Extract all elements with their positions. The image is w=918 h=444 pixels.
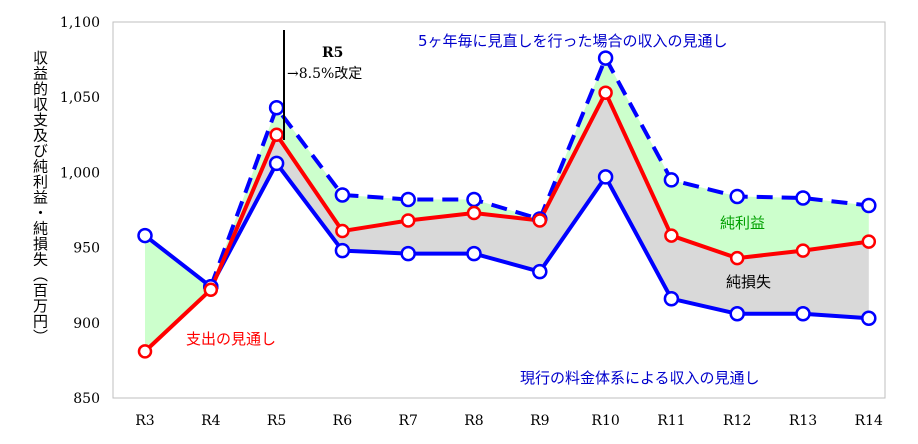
area-fills xyxy=(145,58,869,352)
loss-area-label: 純損失 xyxy=(726,273,771,291)
annotations: R5 →8.5%改定 5ヶ年毎に見直しを行った場合の収入の見通し 現行の料金体系… xyxy=(186,30,771,387)
profit-area-label: 純利益 xyxy=(720,214,765,232)
y-tick-label: 1,100 xyxy=(60,15,100,31)
data-point-expense xyxy=(269,127,284,143)
revision-series-label: 5ヶ年毎に見直しを行った場合の収入の見通し xyxy=(418,32,728,50)
data-point-current xyxy=(663,290,680,307)
data-point-current xyxy=(532,263,548,280)
y-tick-label: 1,050 xyxy=(60,90,100,106)
data-point-revision xyxy=(597,50,614,66)
x-tick-label: R5 xyxy=(267,413,286,429)
x-tick-label: R13 xyxy=(789,413,817,429)
r5-annotation-text: →8.5%改定 xyxy=(287,66,362,82)
x-tick-label: R11 xyxy=(657,413,685,429)
data-point-expense xyxy=(598,85,613,100)
data-point-revision xyxy=(268,99,285,116)
r5-annotation-title: R5 xyxy=(322,45,343,61)
current-series-label: 現行の料金体系による収入の見通し xyxy=(520,369,760,387)
data-point-current xyxy=(729,306,745,322)
x-tick-label: R7 xyxy=(398,413,417,429)
x-tick-label: R9 xyxy=(530,413,549,429)
y-tick-label: 850 xyxy=(73,391,100,407)
grid xyxy=(112,21,886,399)
data-point-revision xyxy=(466,191,482,208)
data-point-revision xyxy=(729,188,745,205)
data-point-current xyxy=(268,155,285,172)
series-markers xyxy=(137,50,877,359)
data-point-expense xyxy=(137,344,153,359)
data-point-revision xyxy=(861,197,877,214)
x-tick-label: R4 xyxy=(201,413,221,429)
data-point-current xyxy=(861,310,877,327)
axes: 850 900 950 1,000 1,050 1,100 R3 R4 R5 R6 R7 R8 R9 R1… xyxy=(60,15,883,429)
data-point-current xyxy=(466,245,482,262)
data-point-expense xyxy=(203,282,219,297)
x-tick-label: R12 xyxy=(723,413,751,429)
data-point-revision xyxy=(400,191,416,208)
profit-area xyxy=(145,235,211,352)
y-tick-label: 1,000 xyxy=(60,165,100,181)
y-tick-label: 900 xyxy=(73,316,100,332)
data-point-revision xyxy=(334,187,351,203)
data-point-expense xyxy=(400,213,416,228)
data-point-current xyxy=(400,245,416,262)
data-point-expense xyxy=(466,205,482,221)
y-axis-title: 収益的収支及び純利益・純損失（百万円） xyxy=(31,50,49,345)
series-line-current xyxy=(143,161,869,321)
x-tick-label: R10 xyxy=(591,413,619,429)
series-line-expense xyxy=(143,90,870,353)
x-tick-label: R14 xyxy=(855,413,883,429)
expense-series-label: 支出の見通し xyxy=(186,330,276,348)
x-tick-label: R3 xyxy=(135,413,154,429)
data-point-revision xyxy=(663,172,680,188)
data-point-expense xyxy=(335,223,350,239)
data-point-expense xyxy=(532,213,548,228)
data-point-current xyxy=(334,242,351,259)
data-point-current xyxy=(795,306,811,322)
data-point-expense xyxy=(664,228,679,243)
data-point-revision xyxy=(795,190,811,206)
data-point-current xyxy=(597,169,614,185)
data-point-expense xyxy=(861,234,877,249)
data-point-expense xyxy=(729,250,745,266)
plot-frame xyxy=(112,21,886,399)
x-tick-label: R8 xyxy=(464,413,483,429)
data-point-current xyxy=(137,227,153,244)
loss-area xyxy=(210,92,869,319)
data-point-expense xyxy=(795,243,811,258)
x-tick-label: R6 xyxy=(333,413,353,429)
profit-area xyxy=(210,58,869,290)
y-tick-label: 950 xyxy=(73,241,100,257)
